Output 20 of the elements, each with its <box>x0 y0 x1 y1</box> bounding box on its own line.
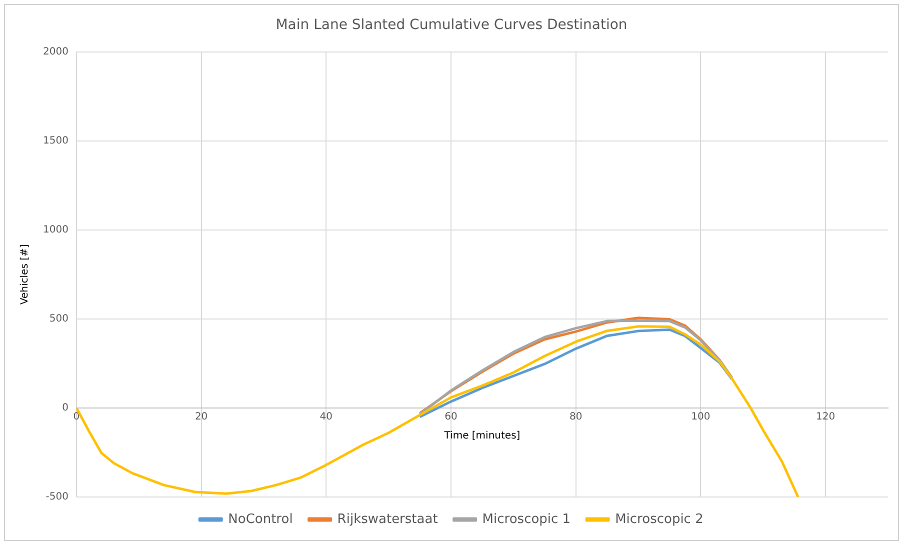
x-axis-title: Time [minutes] <box>443 430 520 442</box>
legend-label: NoControl <box>228 512 293 527</box>
x-tick-label: 100 <box>691 412 710 423</box>
y-tick-label: 1500 <box>42 135 68 146</box>
y-tick-label: 2000 <box>42 46 68 58</box>
x-tick-label: 20 <box>194 412 208 423</box>
x-tick-label: 40 <box>320 412 333 423</box>
y-tick-label: 1000 <box>42 224 68 236</box>
legend-label: Microscopic 2 <box>615 512 704 527</box>
y-tick-label: -500 <box>46 492 68 503</box>
legend-label: Rijkswaterstaat <box>337 512 438 527</box>
y-axis-title: Vehicles [#] <box>20 244 31 305</box>
legend-label: Microscopic 1 <box>482 512 571 527</box>
y-tick-label: 500 <box>49 314 68 325</box>
x-tick-label: 0 <box>73 412 80 423</box>
x-tick-label: 60 <box>444 412 458 423</box>
y-tick-label: 0 <box>62 402 68 414</box>
chart-title: Main Lane Slanted Cumulative Curves Destination <box>276 17 628 34</box>
x-tick-label: 80 <box>570 412 582 423</box>
x-tick-label: 120 <box>816 412 836 423</box>
